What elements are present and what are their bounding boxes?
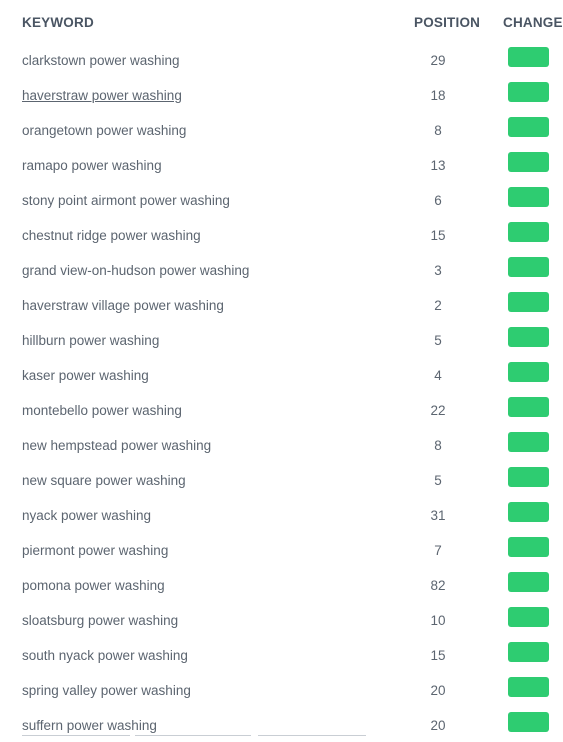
keyword-link[interactable]: south nyack power washing	[22, 648, 188, 663]
table-row: montebello power washing 22	[0, 392, 563, 427]
change-indicator	[508, 362, 549, 382]
position-value: 7	[434, 543, 442, 558]
change-indicator	[508, 47, 549, 67]
change-indicator	[508, 607, 549, 627]
position-value: 8	[434, 438, 442, 453]
table-row: orangetown power washing 8	[0, 112, 563, 147]
table-row: clarkstown power washing 29	[0, 42, 563, 77]
change-indicator	[508, 292, 549, 312]
change-indicator	[508, 432, 549, 452]
position-value: 13	[430, 158, 446, 173]
table-row: pomona power washing 82	[0, 567, 563, 602]
position-value: 5	[434, 333, 442, 348]
position-value: 3	[434, 263, 442, 278]
keyword-column-header[interactable]: KEYWORD	[22, 15, 94, 30]
change-indicator	[508, 187, 549, 207]
keyword-link[interactable]: new hempstead power washing	[22, 438, 212, 453]
position-value: 31	[430, 508, 446, 523]
table-row: sloatsburg power washing 10	[0, 602, 563, 637]
keyword-link[interactable]: stony point airmont power washing	[22, 193, 230, 208]
table-row: spring valley power washing 20	[0, 672, 563, 707]
position-value: 18	[430, 88, 446, 103]
position-value: 29	[430, 53, 446, 68]
keyword-link[interactable]: clarkstown power washing	[22, 53, 180, 68]
table-row: kaser power washing 4	[0, 357, 563, 392]
table-row: haverstraw power washing 18	[0, 77, 563, 112]
keyword-link[interactable]: hillburn power washing	[22, 333, 160, 348]
change-indicator	[508, 642, 549, 662]
table-row: south nyack power washing 15	[0, 637, 563, 672]
change-indicator	[508, 712, 549, 732]
change-column-header[interactable]: CHANGE	[503, 15, 563, 30]
table-row: hillburn power washing 5	[0, 322, 563, 357]
change-indicator	[508, 327, 549, 347]
table-body: clarkstown power washing 29 haverstraw pow…	[0, 42, 563, 742]
keyword-link[interactable]: new square power washing	[22, 473, 186, 488]
keyword-link[interactable]: sloatsburg power washing	[22, 613, 179, 628]
keyword-link[interactable]: montebello power washing	[22, 403, 182, 418]
position-value: 10	[430, 613, 446, 628]
table-bottom-border	[0, 735, 563, 738]
change-indicator	[508, 467, 549, 487]
change-indicator	[508, 502, 549, 522]
position-value: 8	[434, 123, 442, 138]
position-value: 6	[434, 193, 442, 208]
table-row: chestnut ridge power washing 15	[0, 217, 563, 252]
keyword-link[interactable]: ramapo power washing	[22, 158, 162, 173]
position-value: 15	[430, 648, 446, 663]
position-value: 4	[434, 368, 442, 383]
table-row: suffern power washing 20	[0, 707, 563, 742]
table-row: haverstraw village power washing 2	[0, 287, 563, 322]
table-row: nyack power washing 31	[0, 497, 563, 532]
position-column-header[interactable]: POSITION	[414, 15, 481, 30]
position-value: 20	[430, 718, 446, 733]
change-indicator	[508, 117, 549, 137]
table-row: new square power washing 5	[0, 462, 563, 497]
change-indicator	[508, 397, 549, 417]
change-indicator	[508, 82, 549, 102]
position-value: 2	[434, 298, 442, 313]
keyword-link[interactable]: suffern power washing	[22, 718, 157, 733]
change-indicator	[508, 572, 549, 592]
keyword-link[interactable]: spring valley power washing	[22, 683, 191, 698]
change-indicator	[508, 222, 549, 242]
table-header: KEYWORD POSITION CHANGE	[0, 0, 563, 40]
position-value: 15	[430, 228, 446, 243]
keyword-link[interactable]: pomona power washing	[22, 578, 165, 593]
position-value: 5	[434, 473, 442, 488]
keyword-link[interactable]: piermont power washing	[22, 543, 169, 558]
position-value: 20	[430, 683, 446, 698]
change-indicator	[508, 677, 549, 697]
table-row: stony point airmont power washing 6	[0, 182, 563, 217]
table-row: piermont power washing 7	[0, 532, 563, 567]
keyword-link[interactable]: haverstraw village power washing	[22, 298, 224, 313]
keyword-link[interactable]: grand view-on-hudson power washing	[22, 263, 250, 278]
table-row: grand view-on-hudson power washing 3	[0, 252, 563, 287]
keyword-link[interactable]: chestnut ridge power washing	[22, 228, 201, 243]
keyword-link[interactable]: orangetown power washing	[22, 123, 187, 138]
keyword-link[interactable]: kaser power washing	[22, 368, 149, 383]
table-row: new hempstead power washing 8	[0, 427, 563, 462]
change-indicator	[508, 537, 549, 557]
change-indicator	[508, 257, 549, 277]
keyword-link[interactable]: nyack power washing	[22, 508, 152, 523]
position-value: 22	[430, 403, 446, 418]
keyword-link[interactable]: haverstraw power washing	[22, 88, 182, 103]
change-indicator	[508, 152, 549, 172]
position-value: 82	[430, 578, 446, 593]
table-row: ramapo power washing 13	[0, 147, 563, 182]
